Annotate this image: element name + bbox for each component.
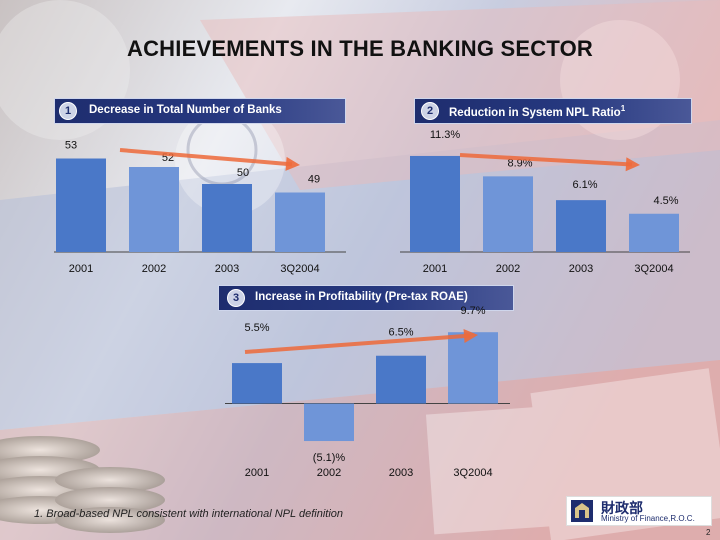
chart-1-category-label-2003: 2003 — [215, 263, 239, 275]
chart-2-value-label-2003: 6.1% — [572, 179, 597, 191]
ministry-logo: 財政部 Ministry of Finance,R.O.C. — [566, 496, 712, 526]
chart-1-value-label-2003: 50 — [237, 167, 249, 179]
chart-2-bar-2002 — [483, 176, 533, 252]
chart-1-bar-3Q2004 — [275, 192, 325, 252]
chart-2-banner: 2 Reduction in System NPL Ratio1 — [414, 98, 692, 124]
chart-2-title-superscript: 1 — [620, 104, 626, 113]
chart-3-trend-arrow-shaft — [244, 333, 471, 354]
chart-2-value-label-3Q2004: 4.5% — [653, 195, 678, 207]
chart-1-category-label-2001: 2001 — [69, 263, 93, 275]
chart-1-bar-2001 — [56, 158, 106, 252]
chart-2-category-label-2002: 2002 — [496, 263, 520, 275]
chart-3-banner: 3 Increase in Profitability (Pre-tax ROA… — [218, 285, 514, 311]
chart-2-title: Reduction in System NPL Ratio — [449, 106, 621, 119]
chart-3-value-label-3Q2004: 9.7% — [460, 305, 485, 317]
chart-3-number-badge: 3 — [227, 289, 245, 307]
ministry-emblem-icon — [571, 500, 593, 522]
chart-1-bar-2002 — [129, 167, 179, 252]
chart-3-title: Increase in Profitability (Pre-tax ROAE) — [255, 291, 468, 303]
chart-2-bar-3Q2004 — [629, 213, 679, 252]
chart-2-title-wrap: Reduction in System NPL Ratio1 — [449, 104, 625, 119]
ministry-name-chinese: 財政部 — [601, 501, 643, 517]
chart-2-number-badge: 2 — [421, 102, 439, 120]
chart-3-bar-2003 — [376, 355, 426, 404]
chart-2-category-label-2001: 2001 — [423, 263, 447, 275]
chart-3-trend-arrow-head — [463, 329, 478, 344]
chart-3-bar-2002 — [304, 403, 354, 442]
chart-3-value-label-2003: 6.5% — [388, 327, 413, 339]
chart-1-trend-arrow-head — [285, 156, 300, 171]
chart-1-category-label-2002: 2002 — [142, 263, 166, 275]
chart-1-banner: 1 Decrease in Total Number of Banks — [54, 98, 346, 124]
page-number: 2 — [706, 528, 711, 537]
chart-1-bar-2003 — [202, 184, 252, 252]
chart-3-bar-3Q2004 — [448, 332, 498, 404]
chart-1-title: Decrease in Total Number of Banks — [89, 104, 282, 116]
chart-2-bar-2003 — [556, 200, 606, 252]
chart-3-value-label-2002: (5.1)% — [313, 452, 346, 464]
chart-2-bar-2001 — [410, 155, 460, 252]
chart-3-category-label-2001: 2001 — [245, 467, 269, 479]
chart-3-bar-2001 — [232, 363, 282, 404]
chart-2-trend-arrow-shaft — [459, 153, 633, 167]
chart-2-trend-arrow-head — [625, 157, 640, 172]
chart-1-trend-arrow-shaft — [119, 148, 293, 167]
chart-2-category-label-3Q2004: 3Q2004 — [634, 263, 673, 275]
chart-3-category-label-3Q2004: 3Q2004 — [453, 467, 492, 479]
page-title: ACHIEVEMENTS IN THE BANKING SECTOR — [127, 36, 593, 61]
chart-3-category-label-2002: 2002 — [317, 467, 341, 479]
footnote: 1. Broad-based NPL consistent with inter… — [34, 508, 344, 520]
chart-1-number-badge: 1 — [59, 102, 77, 120]
chart-1-value-label-3Q2004: 49 — [308, 174, 320, 186]
chart-2-value-label-2001: 11.3% — [430, 129, 461, 141]
chart-2-category-label-2003: 2003 — [569, 263, 593, 275]
chart-1-category-label-3Q2004: 3Q2004 — [280, 263, 319, 275]
ministry-name-english: Ministry of Finance,R.O.C. — [601, 514, 695, 523]
chart-1-value-label-2001: 53 — [65, 140, 77, 152]
chart-3-value-label-2001: 5.5% — [244, 322, 269, 334]
chart-3-category-label-2003: 2003 — [389, 467, 413, 479]
